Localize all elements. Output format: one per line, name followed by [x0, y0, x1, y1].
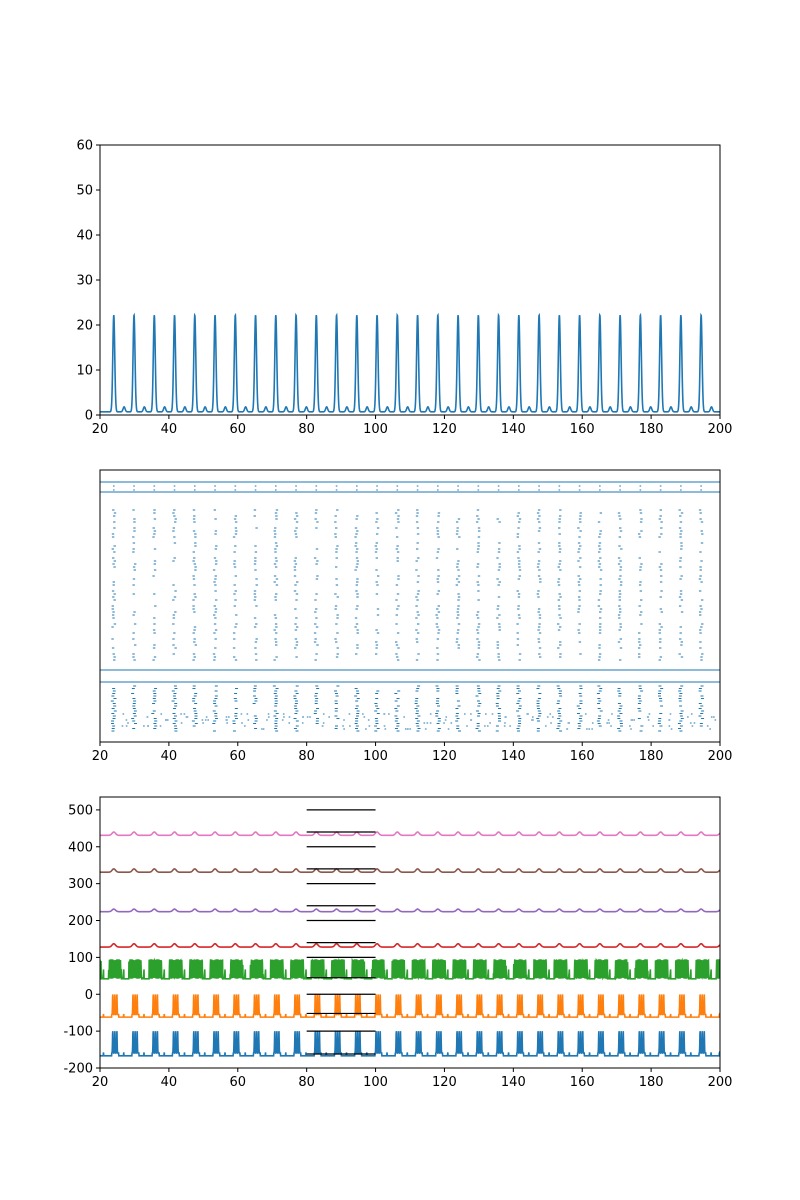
- rate-x-tick-label: 100: [363, 422, 388, 437]
- trace-series-6: [100, 868, 720, 874]
- traces-x-tick-label: 80: [298, 1075, 315, 1090]
- raster-x-tick-label: 180: [639, 749, 664, 764]
- rate-y-tick-label: 30: [76, 274, 93, 289]
- rate-x-tick-label: 60: [230, 422, 247, 437]
- rate-x-tick-label: 200: [708, 422, 733, 437]
- raster-x-tick-label: 20: [92, 749, 109, 764]
- rate-y-tick-label: 0: [85, 409, 93, 424]
- rate-y-tick-label: 20: [76, 319, 93, 334]
- traces-x-tick-label: 120: [432, 1075, 457, 1090]
- traces-marks: [100, 809, 720, 1057]
- traces-y-tick-label: -100: [63, 1025, 93, 1040]
- traces-y-tick-label: 200: [68, 914, 93, 929]
- trace-series-4: [100, 942, 720, 948]
- traces-x-tick-label: 160: [570, 1075, 595, 1090]
- rate-x-tick-label: 180: [639, 422, 664, 437]
- rate-y-tick-label: 50: [76, 184, 93, 199]
- traces-y-tick-label: 100: [68, 951, 93, 966]
- rate-y-tick-label: 40: [76, 229, 93, 244]
- traces-y-tick-label: 500: [68, 803, 93, 818]
- rate-x-tick-label: 80: [298, 422, 315, 437]
- raster-x-tick-label: 60: [230, 749, 247, 764]
- raster-x-tick-label: 80: [298, 749, 315, 764]
- raster-x-tick-label: 40: [161, 749, 178, 764]
- rate-plot: 20 40 60 80 100 120 140 160 180 200 0 10 20 30 40 50 60: [76, 139, 732, 438]
- traces-y-tick-label: 0: [85, 988, 93, 1003]
- raster-x-tick-label: 140: [501, 749, 526, 764]
- traces-frame: [99, 796, 721, 1069]
- trace-series-2: [100, 994, 720, 1018]
- traces-y-tick-label: -200: [63, 1062, 93, 1077]
- traces-x-tick-label: 40: [161, 1075, 178, 1090]
- trace-series-5: [100, 908, 720, 913]
- rate-y-tick-label: 10: [76, 364, 93, 379]
- raster-x-tick-label: 200: [708, 749, 733, 764]
- traces-x-tick-label: 140: [501, 1075, 526, 1090]
- raster-marks: [100, 481, 720, 732]
- rate-x-tick-label: 20: [92, 422, 109, 437]
- traces-x-tick-label: 20: [92, 1075, 109, 1090]
- traces-x-tick-label: 180: [639, 1075, 664, 1090]
- trace-series-7: [100, 831, 720, 837]
- rate-x-tick-label: 120: [432, 422, 457, 437]
- raster-x-tick-label: 160: [570, 749, 595, 764]
- traces-y-tick-label: 300: [68, 877, 93, 892]
- rate-series-line: [100, 312, 720, 413]
- raster-plot: 20 40 60 80 100 120 140 160 180 200: [92, 469, 733, 764]
- traces-plot: 20 40 60 80 100 120 140 160 180 200 -200 -100 0 100 20…: [63, 796, 733, 1090]
- rate-x-tick-label: 160: [570, 422, 595, 437]
- traces-x-tick-label: 200: [708, 1075, 733, 1090]
- trace-series-3: [100, 957, 720, 981]
- rate-y-tick-label: 60: [76, 139, 93, 154]
- rate-x-tick-label: 140: [501, 422, 526, 437]
- rate-x-tick-label: 40: [161, 422, 178, 437]
- trace-series-1: [100, 1031, 720, 1057]
- raster-x-tick-label: 100: [363, 749, 388, 764]
- raster-frame: [99, 469, 721, 743]
- traces-x-tick-label: 60: [230, 1075, 247, 1090]
- raster-x-tick-label: 120: [432, 749, 457, 764]
- traces-x-tick-label: 100: [363, 1075, 388, 1090]
- traces-y-tick-label: 400: [68, 840, 93, 855]
